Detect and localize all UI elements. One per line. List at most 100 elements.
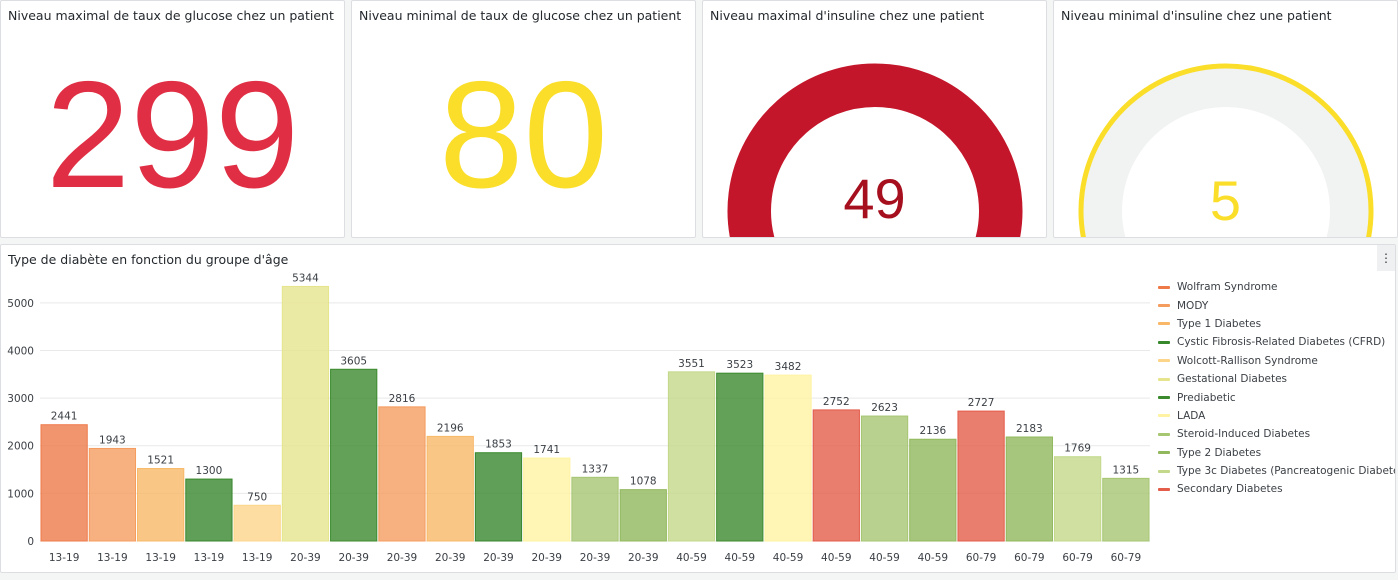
insulin-min-value: 5 xyxy=(1209,169,1242,232)
legend-label: LADA xyxy=(1177,409,1206,422)
bar-chart: 0 1000 2000 3000 4000 5000 2441 13-19 1943 13-19 1… xyxy=(7,272,1150,564)
legend-item[interactable]: Gestational Diabetes xyxy=(1158,370,1395,388)
insulin-max-value: 49 xyxy=(843,167,906,230)
legend-swatch xyxy=(1158,377,1170,381)
glucose-max-value: 299 xyxy=(45,50,300,220)
bar-value-label: 750 xyxy=(247,491,267,503)
bar xyxy=(88,447,137,542)
legend-swatch xyxy=(1158,304,1170,308)
x-tick-label: 20-39 xyxy=(290,552,321,564)
legend-item[interactable]: Prediabetic xyxy=(1158,388,1395,406)
x-tick-label: 20-39 xyxy=(387,552,418,564)
bar xyxy=(571,476,619,542)
panel-menu-button[interactable]: ⋮ xyxy=(1377,245,1395,271)
glucose-min-value: 80 xyxy=(438,50,609,220)
x-tick-label: 20-39 xyxy=(628,552,659,564)
diabetes-type-chart-panel: Type de diabète en fonction du groupe d'… xyxy=(0,244,1396,573)
legend-swatch xyxy=(1158,322,1170,326)
bar-value-label: 1300 xyxy=(196,465,223,477)
y-tick-label: 5000 xyxy=(7,298,34,310)
y-tick-label: 3000 xyxy=(7,393,34,405)
insulin-min-panel: Niveau minimal d'insuline chez une patie… xyxy=(1053,0,1398,238)
x-tick-label: 40-59 xyxy=(869,552,900,564)
legend-item[interactable]: Wolfram Syndrome xyxy=(1158,278,1395,296)
x-tick-label: 20-39 xyxy=(531,552,562,564)
panel-title: Niveau maximal de taux de glucose chez u… xyxy=(8,8,334,23)
chart-legend: Wolfram Syndrome MODY Type 1 Diabetes Cysti… xyxy=(1158,278,1396,499)
bar-value-label: 3551 xyxy=(678,358,705,370)
bar-value-label: 5344 xyxy=(292,272,319,284)
bar xyxy=(1053,456,1102,542)
bar xyxy=(378,406,426,542)
bar-value-label: 1769 xyxy=(1064,443,1091,455)
insulin-max-gauge xyxy=(727,63,1023,237)
x-tick-label: 20-39 xyxy=(483,552,514,564)
x-tick-label: 13-19 xyxy=(194,552,225,564)
x-tick-label: 13-19 xyxy=(49,552,80,564)
legend-label: Type 3c Diabetes (Pancreatogenic Diabete… xyxy=(1177,465,1396,478)
y-tick-label: 1000 xyxy=(7,488,34,500)
bar-value-label: 2196 xyxy=(437,422,464,434)
legend-label: Prediabetic xyxy=(1177,391,1236,404)
bar xyxy=(281,285,330,542)
legend-item[interactable]: Cystic Fibrosis-Related Diabetes (CFRD) xyxy=(1158,333,1395,351)
legend-item[interactable]: Type 2 Diabetes xyxy=(1158,444,1395,462)
legend-label: Type 2 Diabetes xyxy=(1177,446,1262,459)
bar xyxy=(1102,477,1150,542)
gauge-threshold-line xyxy=(727,63,1023,237)
bar-value-label: 2623 xyxy=(871,402,898,414)
bar xyxy=(330,368,378,542)
x-tick-label: 40-59 xyxy=(773,552,804,564)
x-tick-label: 13-19 xyxy=(145,552,176,564)
x-tick-label: 40-59 xyxy=(821,552,852,564)
bar xyxy=(860,415,909,542)
bar xyxy=(40,424,88,542)
legend-label: MODY xyxy=(1177,299,1209,312)
bar-value-label: 2441 xyxy=(51,411,78,423)
legend-swatch xyxy=(1158,432,1170,436)
panel-title: Type de diabète en fonction du groupe d'… xyxy=(8,252,289,267)
legend-label: Gestational Diabetes xyxy=(1177,373,1288,386)
legend-item[interactable]: Wolcott-Rallison Syndrome xyxy=(1158,352,1395,370)
legend-swatch xyxy=(1158,340,1170,344)
panel-title: Niveau minimal d'insuline chez une patie… xyxy=(1061,8,1332,23)
x-tick-label: 40-59 xyxy=(918,552,949,564)
insulin-min-gauge xyxy=(1078,63,1374,237)
legend-swatch xyxy=(1158,451,1170,455)
legend-item[interactable]: Steroid-Induced Diabetes xyxy=(1158,425,1395,443)
x-tick-label: 60-79 xyxy=(1062,552,1093,564)
bar xyxy=(957,410,1005,542)
legend-item[interactable]: Type 1 Diabetes xyxy=(1158,315,1395,333)
bar xyxy=(619,489,667,542)
y-tick-label: 4000 xyxy=(7,345,34,357)
bar xyxy=(474,452,523,542)
bar-value-label: 1853 xyxy=(485,439,512,451)
glucose-max-panel: Niveau maximal de taux de glucose chez u… xyxy=(0,0,345,238)
legend-swatch xyxy=(1158,396,1170,400)
y-tick-label: 0 xyxy=(27,536,34,548)
legend-item[interactable]: Type 3c Diabetes (Pancreatogenic Diabete… xyxy=(1158,462,1396,480)
bar xyxy=(1005,436,1053,542)
x-tick-label: 20-39 xyxy=(435,552,466,564)
bar xyxy=(426,435,474,542)
legend-swatch xyxy=(1158,469,1170,473)
glucose-min-panel: Niveau minimal de taux de glucose chez u… xyxy=(351,0,696,238)
y-tick-label: 2000 xyxy=(7,441,34,453)
legend-swatch xyxy=(1158,487,1170,491)
legend-item[interactable]: MODY xyxy=(1158,296,1395,314)
legend-item[interactable]: Secondary Diabetes xyxy=(1158,480,1395,498)
x-tick-label: 20-39 xyxy=(338,552,369,564)
bar xyxy=(812,409,860,542)
bar-value-label: 3605 xyxy=(340,355,367,367)
legend-item[interactable]: LADA xyxy=(1158,407,1395,425)
legend-swatch xyxy=(1158,359,1170,363)
more-vertical-icon: ⋮ xyxy=(1380,251,1392,265)
insulin-max-panel: Niveau maximal d'insuline chez une patie… xyxy=(702,0,1047,238)
legend-label: Wolfram Syndrome xyxy=(1177,281,1278,294)
bar-value-label: 1521 xyxy=(147,455,174,467)
legend-label: Cystic Fibrosis-Related Diabetes (CFRD) xyxy=(1177,336,1386,349)
bar-value-label: 1078 xyxy=(630,476,657,488)
gauge-value-arc xyxy=(731,67,1019,237)
bar-value-label: 2816 xyxy=(389,393,416,405)
bar-value-label: 2183 xyxy=(1016,423,1043,435)
